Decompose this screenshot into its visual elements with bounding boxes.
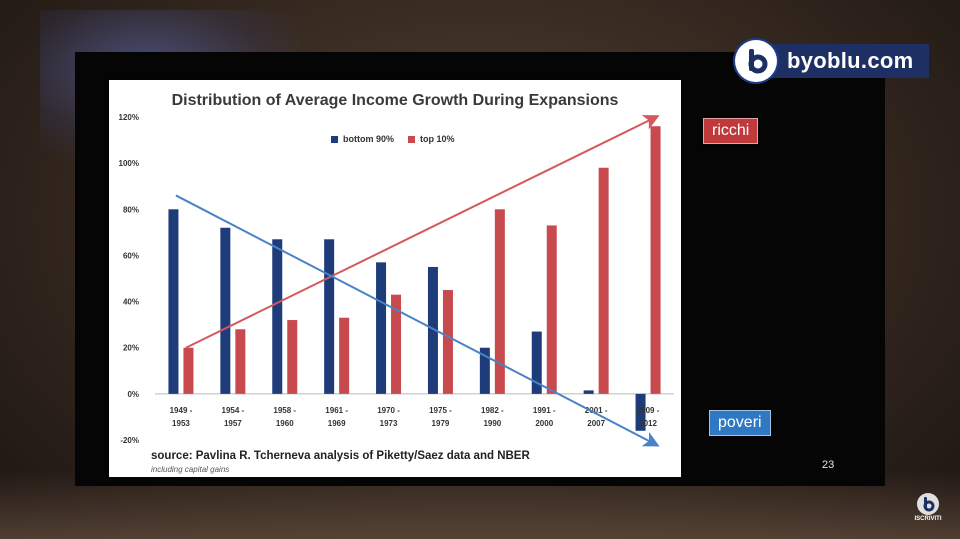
label-poor: poveri	[709, 410, 771, 436]
y-tick-label: 0%	[127, 390, 139, 399]
y-tick-label: 60%	[123, 251, 139, 260]
bar-bottom-90	[427, 266, 438, 394]
bar-top-10	[391, 294, 402, 394]
label-rich: ricchi	[703, 118, 759, 144]
x-tick-label: 1957	[224, 419, 242, 428]
bar-top-10	[598, 167, 609, 394]
x-tick-label: 1970 -	[377, 406, 400, 415]
x-tick-label: 1969	[328, 419, 346, 428]
legend-swatch-top	[408, 135, 416, 143]
x-tick-label: 1960	[276, 419, 294, 428]
y-tick-label: 120%	[119, 113, 139, 122]
bar-bottom-90	[220, 227, 231, 394]
y-tick-label: 80%	[123, 205, 139, 214]
trend-arrow-bottom	[175, 194, 660, 447]
bar-top-10	[650, 126, 661, 394]
bar-bottom-90	[168, 209, 179, 394]
legend-item-bottom: bottom 90%	[331, 134, 394, 144]
presentation-slide: Distribution of Average Income Growth Du…	[109, 80, 681, 477]
bar-bottom-90	[479, 347, 490, 394]
bar-top-10	[442, 290, 453, 394]
slide-page-number: 23	[822, 459, 835, 471]
trend-arrow-top	[185, 115, 660, 349]
y-tick-label: 100%	[119, 159, 139, 168]
legend-label-bottom: bottom 90%	[343, 134, 395, 144]
x-tick-label: 1975 -	[429, 406, 452, 415]
legend-item-top: top 10%	[408, 134, 455, 144]
x-tick-label: 2012	[639, 419, 657, 428]
note-text: including capital gains	[151, 465, 230, 474]
bar-top-10	[339, 317, 350, 394]
x-tick-label: 1953	[172, 419, 190, 428]
bar-top-10	[494, 209, 505, 394]
legend-label-top: top 10%	[420, 134, 455, 144]
source-text: source: Pavlina R. Tcherneva analysis of…	[151, 450, 530, 462]
x-tick-label: 2001 -	[585, 406, 608, 415]
subscribe-label: ISCRIVITI	[914, 516, 942, 522]
x-tick-label: 1961 -	[325, 406, 348, 415]
bar-top-10	[183, 347, 194, 394]
y-tick-label: 20%	[123, 344, 139, 353]
byoblu-logo-icon	[735, 40, 777, 82]
chart-legend: bottom 90% top 10%	[331, 134, 455, 144]
x-tick-label: 1954 -	[222, 406, 245, 415]
x-tick-label: 2007	[587, 419, 605, 428]
brand-watermark[interactable]: byoblu.com	[735, 40, 930, 82]
x-tick-label: 1991 -	[533, 406, 556, 415]
bar-top-10	[546, 225, 557, 394]
y-tick-label: 40%	[123, 298, 139, 307]
x-tick-label: 1949 -	[170, 406, 193, 415]
bar-bottom-90	[531, 331, 542, 394]
subscribe-button[interactable]: ISCRIVITI	[914, 493, 942, 522]
bar-bottom-90	[583, 390, 594, 394]
subscribe-logo-icon	[917, 493, 939, 515]
bar-top-10	[235, 329, 246, 394]
bar-bottom-90	[635, 393, 646, 431]
y-tick-label: -20%	[120, 436, 139, 445]
bar-bottom-90	[324, 239, 335, 394]
x-tick-label: 1982 -	[481, 406, 504, 415]
x-tick-label: 2009 -	[637, 406, 660, 415]
chart-title: Distribution of Average Income Growth Du…	[171, 92, 619, 109]
x-tick-label: 2000	[535, 419, 553, 428]
bar-bottom-90	[272, 239, 283, 394]
bar-bottom-90	[376, 262, 387, 394]
bar-chart: -20% 0% 20% 40% 60% 80% 100% 120% 1949 - 1953 1954…	[119, 113, 674, 447]
x-tick-label: 1990	[483, 419, 501, 428]
bar-top-10	[287, 320, 298, 394]
brand-name: byoblu.com	[767, 44, 930, 78]
x-tick-label: 1958 -	[273, 406, 296, 415]
legend-swatch-bottom	[331, 135, 338, 143]
x-tick-label: 1973	[380, 419, 398, 428]
x-tick-label: 1979	[432, 419, 450, 428]
